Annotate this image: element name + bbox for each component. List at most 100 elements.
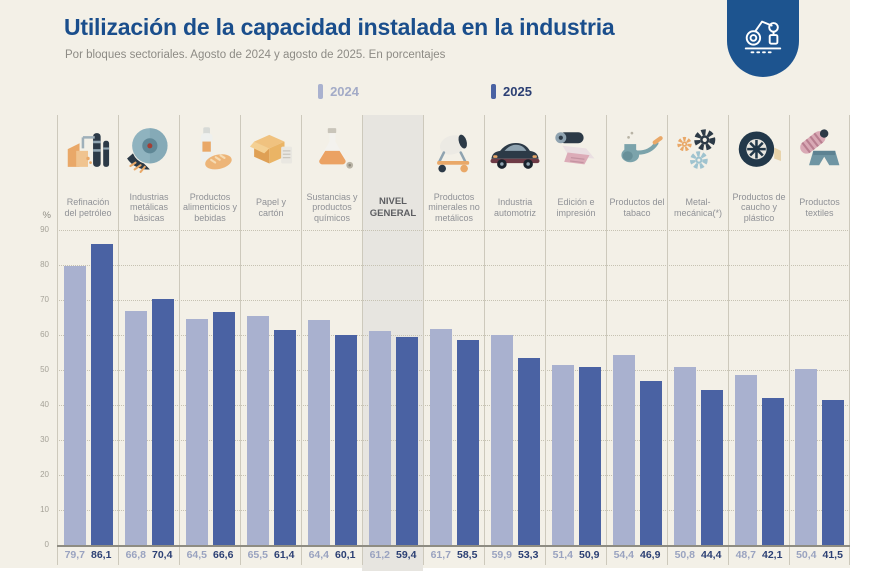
sector-label: Industrias metálicas básicas bbox=[129, 191, 169, 223]
gridline-50 bbox=[57, 370, 850, 371]
value-2024: 51,4 bbox=[552, 549, 573, 561]
gears-icon bbox=[668, 115, 728, 185]
paper-box-icon bbox=[241, 115, 301, 185]
sector-label: Refinación del petróleo bbox=[64, 197, 112, 218]
column-plot bbox=[180, 230, 240, 545]
legend-marker-2025 bbox=[491, 84, 496, 99]
bar-2024 bbox=[795, 368, 817, 545]
bar-2024 bbox=[734, 374, 757, 545]
value-2025: 70,4 bbox=[152, 549, 173, 561]
bar-2024 bbox=[490, 335, 513, 545]
chemical-flask-icon bbox=[302, 115, 362, 185]
bar-2024 bbox=[307, 319, 330, 545]
bar-2025 bbox=[700, 389, 723, 545]
column-plot bbox=[241, 230, 301, 545]
bar-2025 bbox=[639, 380, 662, 545]
chart-column: Industria automotriz 59,9 53,3 bbox=[484, 115, 545, 565]
y-tick-50: 50 bbox=[40, 365, 49, 374]
bar-2025 bbox=[761, 397, 784, 545]
bar-2024 bbox=[612, 354, 635, 545]
chart-column: Sustancias y productos químicos 64,4 60,… bbox=[301, 115, 362, 565]
bar-2024 bbox=[246, 315, 269, 545]
bar-chart: % 0 10 20 30 40 50 60 70 80 90 Refinación del pet… bbox=[40, 115, 850, 571]
value-2024: 48,7 bbox=[735, 549, 756, 561]
chart-column: Edición e impresión 51,4 50,9 bbox=[545, 115, 606, 565]
value-2024: 65,5 bbox=[247, 549, 268, 561]
y-tick-30: 30 bbox=[40, 435, 49, 444]
bar-2024 bbox=[63, 266, 86, 545]
bar-2025 bbox=[212, 311, 235, 545]
chart-column: Productos minerales no metálicos 61,7 58… bbox=[423, 115, 484, 565]
value-2024: 59,9 bbox=[491, 549, 512, 561]
bar-2025 bbox=[578, 366, 601, 545]
textile-icon bbox=[790, 115, 849, 185]
chart-legend: 2024 2025 bbox=[0, 84, 850, 99]
chart-column: Metal-mecánica(*) 50,8 44,4 bbox=[667, 115, 728, 565]
value-labels: 65,5 61,4 bbox=[241, 545, 301, 565]
column-plot bbox=[607, 230, 667, 545]
legend-item-2025: 2025 bbox=[491, 84, 532, 99]
value-labels: 51,4 50,9 bbox=[546, 545, 606, 565]
value-labels: 48,7 42,1 bbox=[729, 545, 789, 565]
value-2025: 44,4 bbox=[701, 549, 722, 561]
y-tick-40: 40 bbox=[40, 400, 49, 409]
value-labels: 59,9 53,3 bbox=[485, 545, 545, 565]
column-plot bbox=[546, 230, 606, 545]
value-labels: 64,4 60,1 bbox=[302, 545, 362, 565]
food-beverage-icon bbox=[180, 115, 240, 185]
printing-icon bbox=[546, 115, 606, 185]
bar-2024 bbox=[429, 329, 452, 545]
value-2024: 66,8 bbox=[125, 549, 146, 561]
value-2024: 64,4 bbox=[308, 549, 329, 561]
y-tick-0: 0 bbox=[44, 540, 49, 549]
bar-2024 bbox=[124, 311, 147, 545]
sector-label: Productos alimenticios y bebidas bbox=[182, 191, 238, 223]
sector-icon bbox=[363, 115, 423, 185]
column-plot bbox=[485, 230, 545, 545]
value-2025: 61,4 bbox=[274, 549, 295, 561]
column-plot bbox=[58, 230, 118, 545]
y-tick-70: 70 bbox=[40, 295, 49, 304]
sector-label: Productos minerales no metálicos bbox=[428, 191, 480, 223]
value-2024: 54,4 bbox=[613, 549, 634, 561]
infographic-board: Utilización de la capacidad instalada en… bbox=[0, 0, 850, 571]
column-plot bbox=[424, 230, 484, 545]
value-2024: 61,2 bbox=[369, 549, 390, 561]
bar-2025 bbox=[273, 330, 296, 545]
bar-2025 bbox=[90, 243, 113, 545]
value-2025: 46,9 bbox=[640, 549, 661, 561]
x-axis-baseline bbox=[57, 545, 850, 547]
gridline-30 bbox=[57, 440, 850, 441]
legend-label-2024: 2024 bbox=[330, 84, 359, 99]
value-2025: 86,1 bbox=[91, 549, 112, 561]
y-tick-80: 80 bbox=[40, 260, 49, 269]
chart-column: Productos alimenticios y bebidas 64,5 66… bbox=[179, 115, 240, 565]
sector-label: Productos de caucho y plástico bbox=[732, 191, 786, 223]
column-plot bbox=[729, 230, 789, 545]
y-tick-90: 90 bbox=[40, 225, 49, 234]
column-plot bbox=[119, 230, 179, 545]
gridline-60 bbox=[57, 335, 850, 336]
value-2024: 50,4 bbox=[796, 549, 817, 561]
value-2025: 66,6 bbox=[213, 549, 234, 561]
value-2025: 59,4 bbox=[396, 549, 417, 561]
bar-2024 bbox=[185, 319, 208, 545]
chart-column: Papel y cartón 65,5 61,4 bbox=[240, 115, 301, 565]
gridline-70 bbox=[57, 300, 850, 301]
bar-2025 bbox=[395, 337, 418, 545]
sector-label: Productos textiles bbox=[799, 197, 840, 218]
legend-marker-2024 bbox=[318, 84, 324, 99]
value-labels: 54,4 46,9 bbox=[607, 545, 667, 565]
value-2025: 53,3 bbox=[518, 549, 539, 561]
cement-mixer-icon bbox=[424, 115, 484, 185]
chart-column: Productos de caucho y plástico 48,7 42,1 bbox=[728, 115, 789, 565]
column-plot bbox=[668, 230, 728, 545]
bar-2024 bbox=[368, 330, 391, 545]
legend-label-2025: 2025 bbox=[503, 84, 532, 99]
y-tick-10: 10 bbox=[40, 505, 49, 514]
sector-label: Edición e impresión bbox=[556, 197, 596, 218]
chart-column: Productos textiles 50,4 41,5 bbox=[789, 115, 850, 565]
gridline-10 bbox=[57, 510, 850, 511]
chart-columns: Refinación del petróleo 79,7 86,1 Indust… bbox=[57, 115, 850, 565]
